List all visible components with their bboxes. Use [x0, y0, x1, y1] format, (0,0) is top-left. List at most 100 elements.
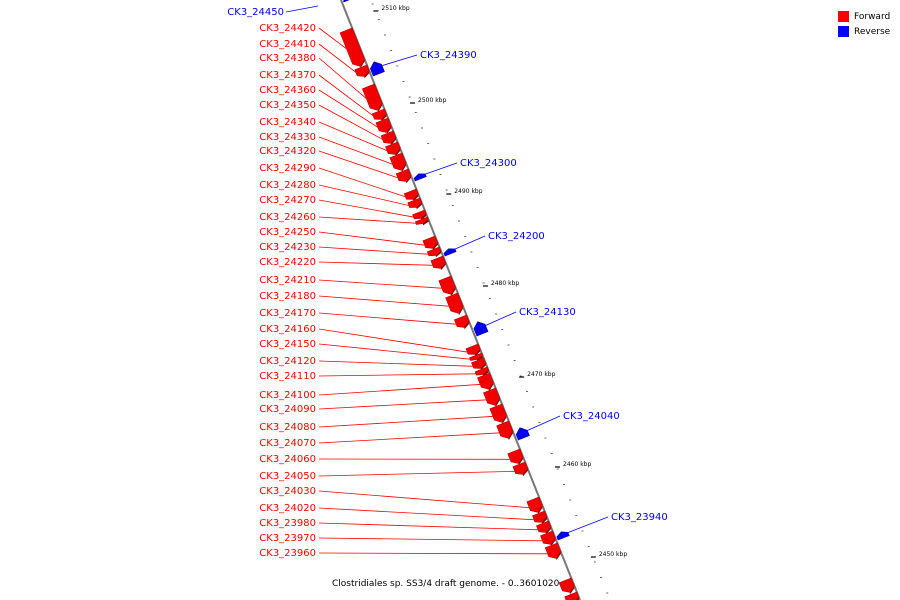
forward-gene: [512, 461, 529, 477]
forward-gene-label: CK3_24360: [259, 85, 316, 96]
map-caption: Clostridiales sp. SS3/4 draft genome. - …: [332, 579, 560, 589]
forward-gene: [445, 292, 464, 316]
forward-gene-leader: [318, 261, 435, 266]
forward-gene-leader: [318, 295, 451, 307]
forward-gene-label: CK3_23960: [259, 548, 316, 559]
forward-gene-leader: [318, 150, 400, 179]
forward-gene-label: CK3_24030: [259, 486, 316, 497]
forward-gene: [564, 591, 580, 600]
forward-gene-leader: [318, 383, 482, 396]
forward-gene: [422, 235, 439, 251]
forward-gene: [371, 108, 387, 122]
forward-gene-leader: [318, 507, 536, 521]
forward-gene-label: CK3_24110: [259, 371, 316, 382]
forward-gene: [489, 403, 507, 425]
forward-gene-leader: [318, 246, 430, 255]
forward-label: Forward: [854, 11, 891, 22]
reverse-gene-leader: [526, 415, 561, 432]
forward-gene: [454, 314, 470, 330]
forward-gene-label: CK3_24060: [259, 454, 316, 465]
forward-gene-leader: [318, 89, 380, 129]
forward-gene: [375, 117, 392, 135]
forward-gene-label: CK3_24280: [259, 180, 316, 191]
forward-gene: [339, 27, 365, 69]
forward-gene-leader: [318, 74, 376, 118]
reverse-gene: [342, 0, 350, 3]
forward-gene-label: CK3_24370: [259, 70, 316, 81]
forward-gene: [496, 420, 514, 441]
forward-gene: [532, 510, 548, 525]
forward-gene: [430, 255, 447, 271]
reverse-gene: [413, 173, 427, 182]
reverse-gene-label: CK3_24200: [488, 231, 545, 242]
forward-gene-label: CK3_24180: [259, 291, 316, 302]
legend-reverse: Reverse: [838, 24, 890, 39]
forward-gene: [438, 275, 456, 297]
forward-gene-label: CK3_24260: [259, 212, 316, 223]
forward-gene-label: CK3_24120: [259, 356, 316, 367]
forward-gene: [414, 216, 429, 226]
forward-gene-label: CK3_24410: [259, 39, 316, 50]
forward-gene-label: CK3_24090: [259, 404, 316, 415]
reverse-gene-leader: [484, 311, 517, 327]
forward-gene-label: CK3_23980: [259, 518, 316, 529]
forward-gene: [354, 64, 370, 79]
scale-label: 2450 kbp: [599, 551, 627, 558]
forward-gene-label: CK3_24220: [259, 257, 316, 268]
reverse-gene-leader: [380, 54, 418, 67]
forward-gene-label: CK3_24160: [259, 324, 316, 335]
forward-gene: [536, 520, 552, 535]
forward-gene: [544, 542, 562, 561]
scale-label: 2470 kbp: [527, 371, 555, 378]
forward-gene: [389, 152, 407, 173]
forward-gene-leader: [318, 216, 418, 224]
forward-gene-leader: [318, 399, 488, 410]
forward-gene: [477, 372, 494, 392]
forward-gene-leader: [318, 343, 472, 360]
forward-gene-label: CK3_24150: [259, 339, 316, 350]
reverse-label: Reverse: [854, 26, 891, 37]
reverse-gene-label: CK3_24300: [460, 158, 517, 169]
forward-gene-leader: [318, 279, 444, 289]
forward-gene-leader: [318, 184, 411, 207]
forward-gene-label: CK3_24050: [259, 471, 316, 482]
forward-gene: [507, 448, 524, 466]
scale-label: 2510 kbp: [381, 5, 409, 12]
forward-gene: [526, 496, 543, 515]
forward-gene-leader: [318, 432, 501, 444]
forward-gene-leader: [318, 328, 469, 353]
forward-gene-label: CK3_24080: [259, 422, 316, 433]
scale-label: 2500 kbp: [418, 97, 446, 104]
forward-gene-leader: [318, 522, 540, 531]
forward-gene-label: CK3_24170: [259, 308, 316, 319]
forward-gene-leader: [318, 167, 408, 198]
forward-gene-leader: [318, 27, 349, 51]
forward-gene-leader: [318, 199, 416, 218]
scale-label: 2460 kbp: [563, 461, 591, 468]
forward-gene-label: CK3_24210: [259, 275, 316, 286]
reverse-gene-leader: [566, 516, 609, 534]
scale-label: 2490 kbp: [454, 188, 482, 195]
reverse-gene-label: CK3_24040: [563, 411, 620, 422]
reverse-gene: [473, 321, 489, 337]
reverse-gene: [370, 61, 385, 77]
forward-gene-leader: [318, 43, 359, 75]
forward-gene-label: CK3_24230: [259, 242, 316, 253]
forward-gene-label: CK3_24270: [259, 195, 316, 206]
forward-gene: [558, 577, 575, 595]
forward-gene-label: CK3_24380: [259, 53, 316, 64]
forward-gene: [380, 130, 397, 146]
forward-gene-leader: [318, 360, 475, 367]
legend-forward: Forward: [838, 9, 890, 24]
forward-gene: [361, 83, 383, 113]
reverse-gene-label: CK3_23940: [611, 512, 668, 523]
forward-gene-leader: [318, 552, 550, 555]
forward-gene: [483, 387, 501, 408]
forward-swatch: [838, 11, 849, 22]
forward-gene-label: CK3_24340: [259, 117, 316, 128]
scale-label: 2480 kbp: [491, 280, 519, 287]
forward-gene-label: CK3_24420: [259, 23, 316, 34]
forward-gene: [403, 188, 419, 202]
forward-gene-leader: [318, 415, 495, 428]
